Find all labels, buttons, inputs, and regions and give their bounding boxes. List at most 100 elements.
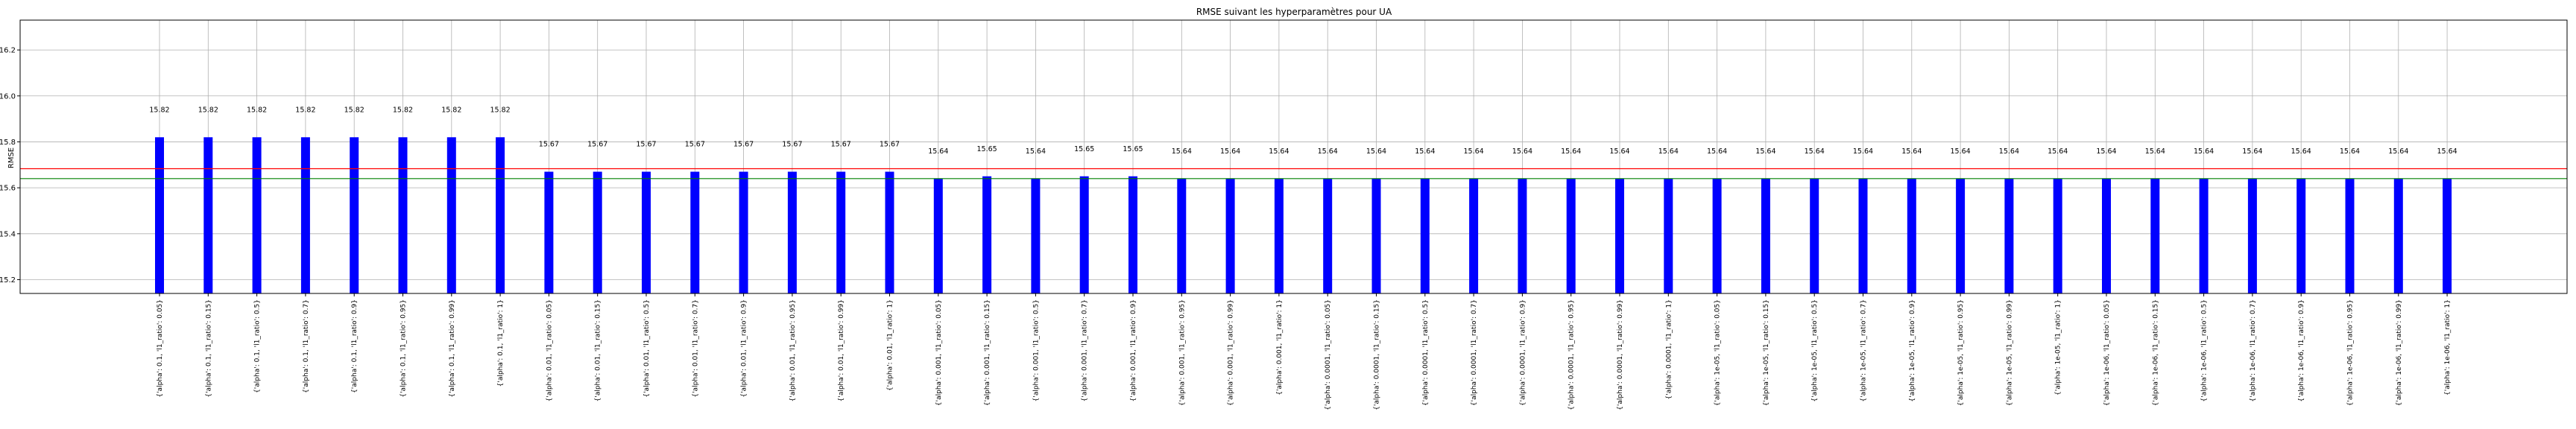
data-label: 15.82 [198,106,218,114]
bar [2150,178,2160,293]
bar [398,137,408,293]
x-tick-label: {'alpha': 0.1, 'l1_ratio': 0.95} [400,299,408,398]
x-tick-label: {'alpha': 0.1, 'l1_ratio': 1} [497,299,505,387]
bar [300,137,310,293]
data-label: 15.82 [441,106,461,114]
data-label: 15.64 [1463,147,1483,156]
x-tick-label: {'alpha': 1e-05, 'l1_ratio': 0.15} [1763,299,1770,406]
bar [203,137,213,293]
data-label: 15.64 [1853,147,1873,156]
data-label: 15.64 [1318,147,1338,156]
data-label: 15.64 [2291,147,2311,156]
x-tick-label: {'alpha': 1e-06, 'l1_ratio': 0.99} [2396,299,2403,406]
bar [1031,178,1041,293]
data-label: 15.67 [782,141,802,149]
bars-group [155,137,2452,293]
data-label: 15.64 [1269,147,1289,156]
bar [496,137,505,293]
bar [1420,178,1430,293]
x-tick-label: {'alpha': 0.1, 'l1_ratio': 0.7} [303,299,310,393]
x-tick-label: {'alpha': 0.01, 'l1_ratio': 0.95} [789,299,797,401]
x-tick-label: {'alpha': 1e-06, 'l1_ratio': 0.9} [2298,299,2305,402]
bar [982,176,992,293]
x-tick-label: {'alpha': 1e-06, 'l1_ratio': 0.95} [2347,299,2355,406]
data-label: 15.64 [2437,147,2457,156]
data-label: 15.64 [1658,147,1679,156]
data-label: 15.82 [393,106,413,114]
bar [1664,178,1673,293]
bar [2443,178,2452,293]
x-tick-label: {'alpha': 1e-05, 'l1_ratio': 0.05} [1714,299,1722,406]
y-tick-label: 15.8 [0,139,16,147]
x-tick-label: {'alpha': 1e-05, 'l1_ratio': 0.9} [1909,299,1916,402]
x-tick-label: {'alpha': 0.0001, 'l1_ratio': 0.15} [1374,299,1381,410]
data-label: 15.82 [344,106,364,114]
x-axis-ticks: {'alpha': 0.1, 'l1_ratio': 0.05} {'alpha'… [157,293,2452,410]
bar [2102,178,2111,293]
x-tick-label: {'alpha': 0.0001, 'l1_ratio': 0.9} [1519,299,1527,406]
bar [933,178,943,293]
bar [642,171,651,293]
bar [2393,178,2403,293]
bar [1469,178,1479,293]
bar [1566,178,1576,293]
x-tick-label: {'alpha': 0.0001, 'l1_ratio': 1} [1665,299,1673,400]
x-tick-label: {'alpha': 0.001, 'l1_ratio': 0.9} [1130,299,1137,401]
bar [836,171,846,293]
x-tick-label: {'alpha': 0.001, 'l1_ratio': 0.7} [1082,299,1089,401]
x-tick-label: {'alpha': 1e-05, 'l1_ratio': 0.5} [1811,299,1819,402]
bar [1323,178,1333,293]
data-label: 15.64 [2388,147,2408,156]
x-tick-label: {'alpha': 0.0001, 'l1_ratio': 0.95} [1568,299,1576,410]
x-tick-label: {'alpha': 0.1, 'l1_ratio': 0.5} [254,299,262,393]
x-tick-label: {'alpha': 0.01, 'l1_ratio': 0.5} [643,299,651,398]
x-tick-label: {'alpha': 1e-05, 'l1_ratio': 0.7} [1860,299,1868,402]
bar [885,171,894,293]
bar [1371,178,1381,293]
bar [2247,178,2257,293]
data-label: 15.64 [1609,147,1629,156]
bar [1128,176,1137,293]
bar [252,137,262,293]
bar [2345,178,2355,293]
bar [1079,176,1089,293]
x-tick-label: {'alpha': 1e-06, 'l1_ratio': 0.5} [2201,299,2209,402]
bar [1761,178,1770,293]
data-label: 15.64 [1366,147,1386,156]
x-tick-label: {'alpha': 0.01, 'l1_ratio': 0.99} [838,299,845,401]
data-label: 15.64 [1707,147,1727,156]
bar [1907,178,1916,293]
y-tick-label: 15.2 [0,276,16,285]
x-tick-label: {'alpha': 0.0001, 'l1_ratio': 0.5} [1422,299,1430,406]
data-label: 15.82 [247,106,267,114]
data-label: 15.64 [1415,147,1435,156]
data-label: 15.82 [149,106,169,114]
bar [739,171,748,293]
bar [1712,178,1722,293]
x-tick-label: {'alpha': 0.001, 'l1_ratio': 0.15} [984,299,991,406]
data-label: 15.67 [636,141,656,149]
data-label: 15.64 [2096,147,2116,156]
reference-lines [20,168,2567,179]
x-tick-label: {'alpha': 0.001, 'l1_ratio': 0.95} [1178,299,1186,406]
bar [1225,178,1235,293]
y-tick-label: 15.4 [0,230,16,238]
data-label: 15.82 [295,106,315,114]
x-tick-label: {'alpha': 0.001, 'l1_ratio': 0.05} [935,299,943,406]
bar [1810,178,1819,293]
bar [1615,178,1624,293]
x-tick-label: {'alpha': 1e-06, 'l1_ratio': 0.05} [2103,299,2111,406]
bar [2053,178,2062,293]
data-label: 15.64 [2242,147,2262,156]
data-label: 15.64 [1901,147,1922,156]
data-label: 15.67 [831,141,851,149]
data-label: 15.64 [1999,147,2019,156]
x-tick-label: {'alpha': 0.01, 'l1_ratio': 0.9} [741,299,748,398]
bar [593,171,602,293]
bar [155,137,164,293]
x-tick-label: {'alpha': 0.1, 'l1_ratio': 0.9} [351,299,359,393]
x-tick-label: {'alpha': 0.1, 'l1_ratio': 0.15} [205,299,212,398]
data-label: 15.64 [1512,147,1532,156]
data-label: 15.65 [1123,145,1143,153]
data-label: 15.64 [1172,147,1192,156]
